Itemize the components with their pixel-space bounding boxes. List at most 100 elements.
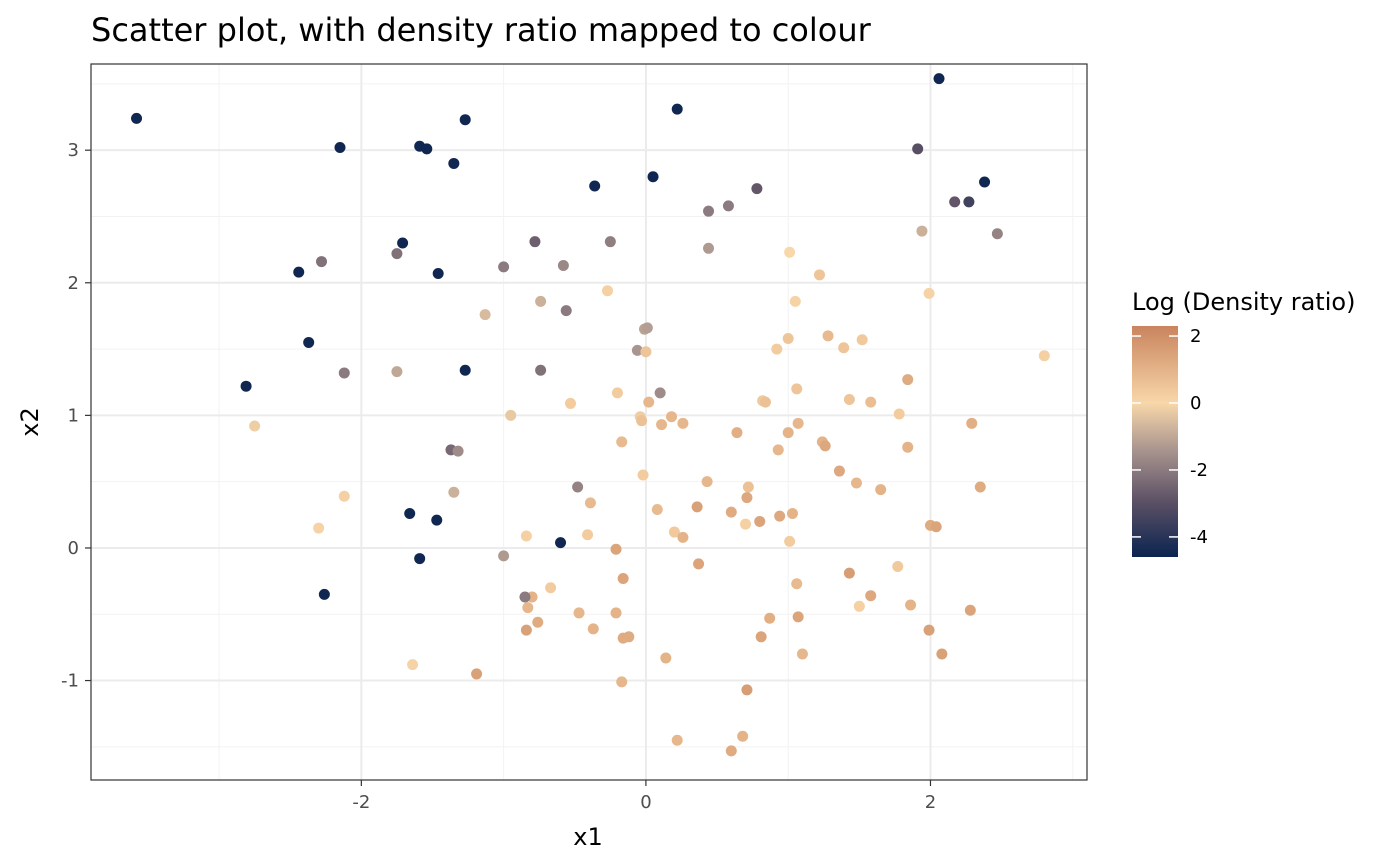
data-point	[892, 561, 904, 573]
y-tick-label: 3	[68, 140, 79, 161]
data-point	[691, 501, 703, 513]
data-point	[737, 730, 749, 742]
data-point	[505, 409, 517, 421]
data-point	[893, 408, 905, 420]
data-point	[754, 515, 766, 527]
data-point	[725, 745, 737, 757]
data-point	[636, 415, 648, 427]
data-point	[535, 364, 547, 376]
y-axis-title: x2	[16, 407, 44, 436]
data-point	[565, 397, 577, 409]
data-point	[535, 295, 547, 307]
data-point	[318, 588, 330, 600]
data-point	[584, 497, 596, 509]
data-point	[843, 567, 855, 579]
major-gridlines	[91, 64, 1087, 780]
x-tick-label: 2	[925, 792, 936, 813]
y-tick-label: -1	[61, 671, 79, 692]
panel-border	[90, 63, 1088, 781]
data-point	[498, 550, 510, 562]
data-point	[519, 591, 531, 603]
data-point	[782, 427, 794, 439]
data-point	[616, 676, 628, 688]
data-point	[498, 261, 510, 273]
data-point	[532, 616, 544, 628]
y-tick-label: 1	[68, 405, 79, 426]
data-point	[991, 228, 1003, 240]
data-point	[865, 590, 877, 602]
data-point	[850, 477, 862, 489]
data-point	[407, 659, 419, 671]
data-point	[902, 441, 914, 453]
legend-title: Log (Density ratio)	[1132, 288, 1355, 316]
x-axis-ticks: -2 0 2	[352, 780, 936, 813]
data-point	[784, 246, 796, 258]
data-point	[668, 526, 680, 538]
y-tick-label: 0	[68, 538, 79, 559]
data-point	[916, 225, 928, 237]
data-point	[774, 510, 786, 522]
data-point	[522, 602, 534, 614]
data-point	[631, 344, 643, 356]
data-point	[404, 507, 416, 519]
y-axis-ticks: -1 0 1 2 3	[61, 140, 91, 692]
legend-ticks: 2 0 -2 -4	[1132, 326, 1208, 548]
data-point	[448, 486, 460, 498]
data-point	[791, 383, 803, 395]
data-point	[963, 196, 975, 208]
legend-tick-label: -2	[1190, 460, 1208, 481]
data-point	[865, 396, 877, 408]
data-point	[617, 572, 629, 584]
data-point	[755, 631, 767, 643]
data-point	[814, 269, 826, 281]
y-tick-label: 2	[68, 273, 79, 294]
data-point	[654, 387, 666, 399]
data-point	[912, 143, 924, 155]
data-point	[693, 558, 705, 570]
data-point	[643, 396, 655, 408]
data-point	[303, 336, 315, 348]
data-point	[923, 287, 935, 299]
data-point	[966, 417, 978, 429]
data-point	[671, 734, 683, 746]
x-tick-label: 0	[640, 792, 651, 813]
data-point	[671, 103, 683, 115]
data-point	[772, 444, 784, 456]
data-point	[334, 142, 346, 154]
data-point	[471, 668, 483, 680]
data-point	[905, 599, 917, 611]
data-point	[933, 73, 945, 85]
data-point	[587, 623, 599, 635]
data-point	[610, 607, 622, 619]
data-point	[791, 578, 803, 590]
data-point	[647, 171, 659, 183]
data-point	[313, 522, 325, 534]
data-point	[249, 420, 261, 432]
data-point	[1038, 350, 1050, 362]
data-point	[637, 469, 649, 481]
data-point	[902, 374, 914, 386]
data-point	[660, 652, 672, 664]
data-point	[572, 481, 584, 493]
data-point	[771, 343, 783, 355]
data-point	[875, 484, 887, 496]
data-point	[701, 476, 713, 488]
data-point	[740, 518, 752, 530]
data-point	[338, 367, 350, 379]
data-point	[557, 260, 569, 272]
data-points	[131, 73, 1050, 757]
data-point	[677, 531, 689, 543]
data-point	[545, 582, 557, 594]
data-point	[338, 490, 350, 502]
legend-tick-label: 2	[1190, 326, 1201, 347]
data-point	[742, 481, 754, 493]
data-point	[741, 684, 753, 696]
data-point	[316, 256, 328, 268]
data-point	[560, 305, 572, 317]
data-point	[843, 393, 855, 405]
data-point	[601, 285, 613, 297]
data-point	[640, 346, 652, 358]
legend-tick-label: -4	[1190, 527, 1208, 548]
data-point	[784, 535, 796, 547]
